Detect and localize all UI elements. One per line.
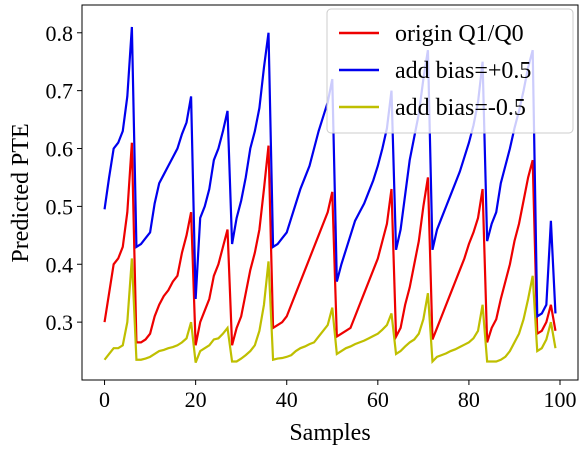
x-tick-label: 80	[458, 387, 480, 412]
legend-label: add bias=-0.5	[395, 95, 526, 121]
x-tick-label: 20	[185, 387, 207, 412]
x-tick-label: 100	[544, 387, 577, 412]
x-tick-label: 40	[276, 387, 298, 412]
y-tick-label: 0.8	[46, 21, 74, 46]
x-tick-label: 60	[367, 387, 389, 412]
x-axis-label: Samples	[289, 420, 370, 446]
y-axis-label: Predicted PTE	[8, 123, 34, 262]
line	[103, 258, 557, 364]
y-tick-label: 0.3	[46, 310, 74, 335]
y-tick-label: 0.6	[46, 137, 74, 162]
y-tick-label: 0.4	[46, 252, 74, 277]
y-tick-label: 0.5	[46, 194, 74, 219]
plot-frame	[81, 4, 579, 381]
y-tick-label: 0.7	[46, 79, 74, 104]
legend-box	[326, 8, 574, 134]
legend-label: origin Q1/Q0	[395, 21, 524, 47]
legend-label: add bias=+0.5	[395, 58, 531, 84]
line	[103, 142, 557, 346]
x-tick-label: 0	[99, 387, 110, 412]
